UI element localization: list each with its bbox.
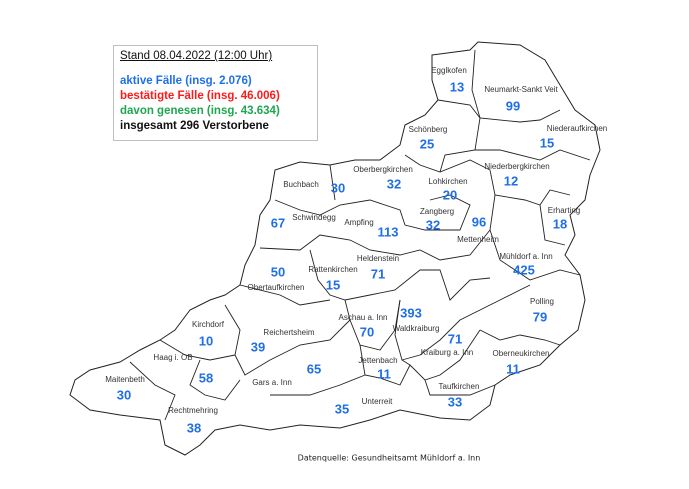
- active-case-count: 58: [198, 370, 214, 386]
- municipality-name: Unterreit: [361, 397, 393, 406]
- legend-deaths: insgesamt 296 Verstorbene: [120, 120, 269, 132]
- municipality-name: Oberbergkirchen: [353, 165, 413, 174]
- municipality-name: Niederbergkirchen: [484, 162, 550, 171]
- active-case-count: 11: [506, 361, 520, 377]
- active-case-count: 70: [359, 324, 375, 340]
- active-case-count: 10: [198, 333, 214, 349]
- municipality-name: Schönberg: [408, 125, 448, 134]
- active-case-count: 99: [505, 98, 521, 114]
- active-case-count: 113: [377, 224, 399, 240]
- district-boundary: [69, 41, 601, 456]
- active-case-count: 20: [442, 187, 458, 203]
- legend-active-cases: aktive Fälle (insg. 2.076): [120, 75, 252, 87]
- active-case-count: 25: [419, 136, 435, 152]
- legend-confirmed-cases: bestätigte Fälle (insg. 46.006): [120, 90, 280, 102]
- municipality-name: Zangberg: [419, 207, 455, 216]
- municipality-name: Buchbach: [283, 180, 319, 189]
- active-case-count: 35: [334, 401, 350, 417]
- active-case-count: 425: [513, 262, 535, 278]
- municipality-name: Obertaufkirchen: [247, 283, 305, 292]
- legend-box: Stand 08.04.2022 (12:00 Uhr) aktive Fäll…: [113, 45, 318, 141]
- municipality-name: Haag i. OB: [153, 353, 193, 362]
- municipality-name: Taufkirchen: [438, 382, 480, 391]
- active-case-count: 30: [116, 387, 132, 403]
- legend-date: Stand 08.04.2022 (12:00 Uhr): [120, 50, 273, 62]
- active-case-count: 38: [186, 420, 202, 436]
- municipality-name: Heldenstein: [356, 254, 400, 263]
- municipality-name: Jettenbach: [358, 356, 398, 365]
- municipality-name: Neumarkt-Sankt Veit: [484, 85, 558, 94]
- municipality-name: Oberneukirchen: [492, 349, 550, 358]
- active-case-count: 71: [447, 331, 463, 347]
- active-case-count: 33: [447, 394, 463, 410]
- municipality-name: Waldkraiburg: [392, 324, 440, 333]
- municipality-name: Erharting: [547, 206, 581, 215]
- active-case-count: 50: [270, 264, 286, 280]
- municipality-name: Kraiburg a. Inn: [420, 348, 474, 357]
- active-case-count: 71: [370, 266, 386, 282]
- municipality-boundaries: [129, 49, 591, 421]
- municipality-name: Mühldorf a. Inn: [499, 252, 553, 261]
- municipality-name: Egglkofen: [431, 66, 467, 75]
- municipality-name: Maitenbeth: [105, 375, 145, 384]
- legend-recovered: davon genesen (insg. 43.634): [120, 105, 280, 117]
- municipality-name: Lohkirchen: [428, 177, 468, 186]
- active-case-count: 13: [449, 79, 465, 95]
- data-source: Datenquelle: Gesundheitsamt Mühldorf a. …: [297, 453, 481, 463]
- municipality-name: Mettenheim: [457, 235, 499, 244]
- municipality-name: Ampfing: [344, 218, 374, 227]
- municipality-name: Reichertsheim: [263, 328, 315, 337]
- active-case-count: 79: [532, 309, 548, 325]
- municipality-name: Niederaufkirchen: [546, 124, 608, 133]
- active-case-count: 67: [270, 215, 286, 231]
- municipality-name: Kirchdorf: [191, 320, 225, 329]
- active-case-count: 32: [425, 217, 441, 233]
- active-case-count: 39: [250, 339, 266, 355]
- active-case-count: 15: [325, 277, 341, 293]
- municipality-name: Rattenkirchen: [308, 265, 358, 274]
- municipality-name: Aschau a. Inn: [338, 313, 388, 322]
- active-case-count: 18: [552, 216, 568, 232]
- active-case-count: 96: [471, 214, 487, 230]
- municipality-name: Polling: [529, 297, 555, 306]
- active-case-count: 32: [386, 176, 402, 192]
- active-case-count: 393: [400, 305, 422, 321]
- municipality-name: Schwindegg: [292, 213, 336, 222]
- active-case-count: 15: [539, 135, 555, 151]
- municipality-name: Gars a. Inn: [252, 378, 292, 387]
- active-case-count: 30: [330, 180, 346, 196]
- active-case-count: 65: [306, 361, 322, 377]
- active-case-count: 11: [377, 366, 391, 382]
- active-case-count: 12: [503, 173, 519, 189]
- municipality-name: Rechtmehring: [168, 406, 218, 415]
